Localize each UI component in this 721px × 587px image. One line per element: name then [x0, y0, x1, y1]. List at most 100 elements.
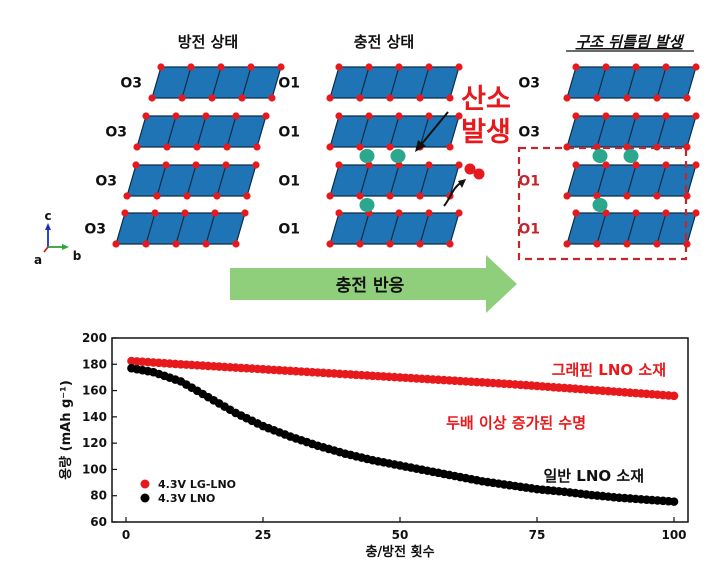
lithium-ion	[623, 149, 639, 163]
oxygen-atom	[602, 63, 610, 71]
oxygen-atom	[356, 192, 364, 200]
data-point	[669, 497, 679, 506]
oxygen-atom	[365, 63, 373, 71]
slab-cell-divider	[596, 212, 607, 245]
x-axis-label: 충/방전 횟수	[365, 544, 434, 560]
slab-cell-divider	[166, 115, 177, 148]
layer-label: O1	[278, 222, 300, 238]
oxygen-release-arrowhead	[415, 140, 426, 152]
slab-cell-divider	[186, 164, 197, 197]
layer-label: O3	[95, 174, 117, 190]
oxygen-atom	[446, 143, 454, 151]
layer-labels: O3 O3 O3 O3 O1 O1 O1 O1 O3 O3 O1 O1	[84, 76, 540, 238]
oxygen-atom	[326, 143, 334, 151]
data-point	[669, 391, 679, 401]
layer-slab	[133, 112, 270, 151]
column-title-discharged: 방전 상태	[178, 33, 238, 51]
slab-cell-divider	[419, 164, 430, 197]
x-axis-ticks: 0 25 50 75 100	[122, 517, 687, 542]
oxygen-atom	[202, 112, 210, 120]
lithium-ions	[359, 149, 639, 212]
slab-cell-divider	[211, 66, 222, 99]
oxygen-atom	[365, 112, 373, 120]
layer-label: O1	[278, 174, 300, 190]
slab-cell-divider	[656, 115, 667, 148]
slab-cell-divider	[389, 164, 400, 197]
oxygen-atom	[172, 112, 180, 120]
oxygen-atom	[121, 209, 129, 217]
y-tick-label: 140	[82, 410, 107, 424]
oxygen-atom	[416, 240, 424, 248]
series-lno	[127, 363, 679, 506]
slab-cell-divider	[626, 164, 637, 197]
oxygen-atom	[623, 192, 631, 200]
layer-label: O3	[120, 76, 142, 92]
oxygen-atom	[335, 63, 343, 71]
annotation-lifetime: 두배 이상 증가된 수명	[446, 414, 586, 432]
oxygen-atom	[386, 94, 394, 102]
oxygen-atom	[157, 63, 165, 71]
oxygen-atom	[202, 240, 210, 248]
slab-cell-divider	[145, 212, 156, 245]
oxygen-release: 산소 발생	[415, 84, 511, 207]
oxygen-release-line2: 발생	[461, 117, 511, 148]
oxygen-atom	[572, 209, 580, 217]
charge-reaction-arrow-shape	[230, 255, 517, 313]
oxygen-atom	[262, 112, 270, 120]
oxygen-atom	[132, 161, 140, 169]
x-tick-label: 100	[661, 528, 686, 542]
y-tick-label: 200	[82, 331, 107, 345]
oxygen-atom	[623, 94, 631, 102]
oxygen-atom	[142, 112, 150, 120]
oxygen-atom	[602, 161, 610, 169]
oxygen-atom	[593, 240, 601, 248]
oxygen-atom	[692, 161, 700, 169]
oxygen-atom	[326, 192, 334, 200]
oxygen-atom	[192, 161, 200, 169]
oxygen-atom	[662, 161, 670, 169]
oxygen-atom	[211, 209, 219, 217]
oxygen-atom	[386, 240, 394, 248]
oxygen-atom	[593, 94, 601, 102]
layer-slab	[112, 209, 249, 248]
layer-stacks	[112, 63, 700, 248]
oxygen-molecule-atom	[473, 168, 485, 180]
layer-slab	[563, 209, 700, 248]
layer-slab	[563, 161, 700, 200]
legend: 4.3V LG-LNO 4.3V LNO	[140, 478, 236, 505]
oxygen-atom	[217, 63, 225, 71]
oxygen-atom	[593, 192, 601, 200]
oxygen-atom	[238, 94, 246, 102]
slab-cell-divider	[419, 115, 430, 148]
oxygen-atom	[386, 192, 394, 200]
oxygen-atom	[253, 143, 261, 151]
oxygen-atom	[572, 63, 580, 71]
oxygen-atom	[252, 161, 260, 169]
slab-cell-divider	[656, 212, 667, 245]
oxygen-atom	[572, 112, 580, 120]
oxygen-atom	[425, 112, 433, 120]
oxygen-release-arrow	[419, 111, 449, 147]
annotation-lno: 일반 LNO 소재	[543, 467, 644, 485]
oxygen-atom	[395, 209, 403, 217]
axis-b-arrowhead	[62, 244, 69, 250]
slab-cell-divider	[359, 212, 370, 245]
slab-cell-divider	[389, 66, 400, 99]
oxygen-atom	[563, 240, 571, 248]
slab-cell-divider	[359, 115, 370, 148]
capacity-chart: 60 80 100 120 140 160 180 200 0 25 50 75 100 용량 (mA…	[58, 331, 689, 560]
x-tick-label: 75	[529, 528, 546, 542]
oxygen-atom	[446, 94, 454, 102]
oxygen-atom	[683, 94, 691, 102]
oxygen-atom	[356, 240, 364, 248]
oxygen-escape-arrowhead	[458, 179, 466, 188]
layer-label: O1	[518, 174, 540, 190]
layer-label: O1	[278, 125, 300, 141]
oxygen-atom	[692, 63, 700, 71]
oxygen-atom	[123, 192, 131, 200]
oxygen-atom	[112, 240, 120, 248]
crystal-axes-indicator: c a b	[34, 209, 82, 267]
legend-marker-lg-lno	[140, 479, 150, 489]
oxygen-atom	[563, 94, 571, 102]
oxygen-atom	[223, 143, 231, 151]
